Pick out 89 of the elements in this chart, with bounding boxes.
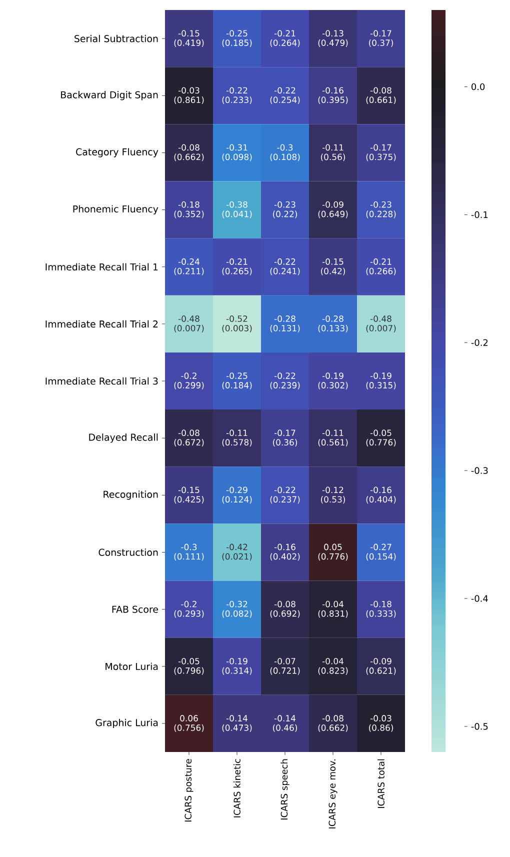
data-label: -0.12 (0.53) [321, 486, 345, 504]
color-bar-label: -0.3 [471, 467, 488, 474]
data-label: -0.31 (0.098) [222, 144, 252, 162]
x-tick-label: ICARS kinetic [234, 759, 240, 818]
y-tick-label: Backward Digit Span [61, 91, 158, 100]
color-bar-label: -0.1 [471, 211, 488, 218]
data-label: -0.17 (0.36) [273, 430, 297, 447]
data-label: -0.08 (0.661) [366, 87, 396, 104]
data-label: -0.21 (0.265) [222, 258, 252, 276]
y-tick-label: Serial Subtraction [74, 34, 158, 42]
y-tick-label: Delayed Recall [89, 434, 158, 443]
data-label: -0.21 (0.266) [366, 258, 396, 276]
data-label: -0.3 (0.111) [174, 544, 204, 561]
data-label: -0.16 (0.404) [366, 486, 396, 504]
data-label: -0.14 (0.46) [273, 715, 297, 732]
data-label: -0.19 (0.314) [222, 658, 252, 675]
data-label: -0.48 (0.007) [174, 316, 204, 332]
data-label: -0.09 (0.649) [318, 201, 348, 218]
data-label: -0.48 (0.007) [366, 316, 396, 332]
data-label: -0.18 (0.352) [174, 201, 204, 218]
data-label: -0.22 (0.233) [222, 87, 252, 104]
data-label: -0.38 (0.041) [222, 201, 252, 218]
data-label: -0.15 (0.42) [321, 258, 345, 276]
data-label: -0.18 (0.333) [366, 600, 396, 618]
data-label: -0.17 (0.375) [366, 144, 396, 162]
data-label: -0.21 (0.264) [270, 30, 300, 47]
data-label: -0.04 (0.823) [318, 658, 348, 675]
data-label: -0.08 (0.662) [174, 144, 204, 162]
x-tick-label: ICARS speech [280, 759, 290, 820]
y-tick-label: Phonemic Fluency [73, 205, 158, 214]
data-label: -0.25 (0.185) [222, 30, 252, 47]
data-label: 0.06 (0.756) [174, 715, 204, 732]
data-label: -0.07 (0.721) [270, 658, 300, 675]
data-label: -0.22 (0.237) [270, 486, 300, 504]
data-label: -0.2 (0.299) [174, 372, 204, 390]
data-label: -0.3 (0.108) [270, 144, 300, 162]
y-tick-label: Motor Luria [106, 662, 158, 670]
data-label: -0.25 (0.184) [222, 372, 252, 390]
data-label: -0.2 (0.293) [174, 600, 204, 618]
x-tick-label: ICARS posture [184, 758, 194, 822]
data-label: -0.03 (0.86) [369, 715, 393, 732]
data-label: -0.11 (0.561) [318, 430, 348, 447]
data-label: -0.22 (0.241) [270, 258, 300, 276]
data-label: -0.42 (0.021) [222, 544, 252, 561]
data-label: -0.19 (0.315) [366, 372, 396, 390]
data-label: -0.22 (0.254) [270, 87, 300, 104]
y-tick-label: Immediate Recall Trial 1 [46, 263, 158, 271]
y-tick-label: Construction [98, 548, 158, 556]
x-tick-label: ICARS total [378, 759, 384, 808]
data-label: -0.16 (0.402) [270, 544, 300, 561]
y-tick-label: Immediate Recall Trial 2 [46, 320, 158, 328]
data-label: -0.32 (0.082) [222, 600, 252, 618]
color-bar-label: -0.2 [471, 339, 488, 346]
data-label: -0.15 (0.419) [174, 30, 204, 47]
data-label: -0.16 (0.395) [318, 87, 348, 104]
data-label: -0.11 (0.578) [222, 430, 252, 447]
data-label: -0.24 (0.211) [174, 258, 204, 276]
data-label: -0.27 (0.154) [366, 544, 396, 561]
x-tick-label: ICARS eye mov. [328, 759, 338, 828]
data-label: -0.08 (0.662) [318, 715, 348, 732]
data-label: -0.03 (0.861) [174, 87, 204, 104]
data-label: -0.23 (0.228) [366, 201, 396, 218]
data-label: -0.05 (0.796) [174, 658, 204, 675]
data-label: -0.29 (0.124) [222, 486, 252, 504]
data-label: -0.28 (0.133) [318, 316, 348, 332]
data-label: 0.05 (0.776) [318, 544, 348, 561]
data-label: -0.19 (0.302) [318, 372, 348, 390]
y-tick-label: Recognition [104, 490, 158, 500]
data-label: -0.14 (0.473) [222, 715, 252, 732]
y-tick-label: Immediate Recall Trial 3 [46, 377, 158, 385]
y-tick-label: FAB Score [112, 606, 158, 613]
data-label: -0.23 (0.22) [273, 201, 297, 218]
data-label: -0.28 (0.131) [270, 316, 300, 332]
data-label: -0.15 (0.425) [174, 486, 204, 504]
data-label: -0.08 (0.692) [270, 600, 300, 618]
data-label: -0.13 (0.479) [318, 30, 348, 47]
data-label: -0.04 (0.831) [318, 600, 348, 618]
data-label: -0.22 (0.239) [270, 372, 300, 390]
data-label: -0.11 (0.56) [321, 144, 345, 162]
color-bar-label: 0.0 [472, 83, 485, 90]
data-label: -0.08 (0.672) [174, 430, 204, 447]
data-label: -0.05 (0.776) [366, 430, 396, 447]
data-label: -0.52 (0.003) [222, 316, 252, 332]
y-tick-label: Graphic Luria [96, 718, 158, 728]
color-bar-label: -0.4 [471, 595, 488, 602]
color-bar-label: -0.5 [471, 723, 488, 730]
data-label: -0.09 (0.621) [366, 658, 396, 675]
y-tick-label: Category Fluency [76, 148, 158, 158]
data-label: -0.17 (0.37) [369, 30, 393, 47]
